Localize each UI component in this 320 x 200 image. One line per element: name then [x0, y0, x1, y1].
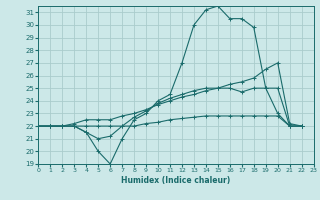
X-axis label: Humidex (Indice chaleur): Humidex (Indice chaleur) [121, 176, 231, 185]
